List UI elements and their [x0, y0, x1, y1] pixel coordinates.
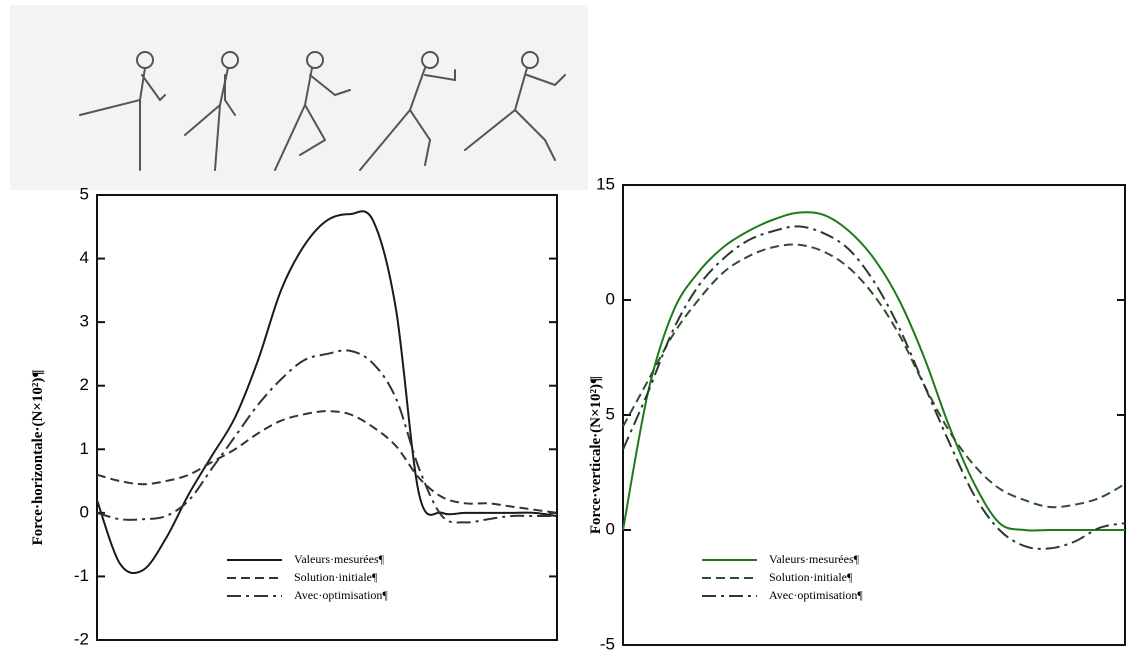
series-line: [96, 410, 558, 514]
y-tick-label: 4: [80, 248, 89, 267]
legend-label: Valeurs·mesurées¶: [769, 552, 860, 566]
y-tick-label: -2: [74, 629, 89, 648]
y-tick-label: 0: [606, 519, 615, 538]
y-tick-label: 0: [80, 502, 89, 521]
y-tick-label: 3: [80, 312, 89, 331]
y-tick-label: 0: [606, 289, 615, 308]
y-axis-label: Force·verticale·(N×10²)¶: [588, 376, 604, 534]
y-tick-label: -5: [600, 634, 615, 653]
series-line: [622, 225, 1126, 550]
series-line: [622, 211, 1125, 532]
series-line: [622, 243, 1126, 509]
legend-label: Avec·optimisation¶: [294, 588, 388, 602]
y-tick-label: 5: [606, 404, 615, 423]
y-tick-label: 5: [80, 184, 89, 203]
chart-panel: -2 -1 0 1 2 3 4 5 Force·horizontale·(N×10²)¶ Vale…: [30, 184, 558, 648]
legend-label: Avec·optimisation¶: [769, 588, 863, 602]
runner-figures: [79, 51, 566, 171]
runner-strip: [10, 5, 588, 190]
legend-label: Valeurs·mesurées¶: [294, 552, 385, 566]
y-tick-label: 1: [80, 439, 89, 458]
y-tick-label: -1: [74, 566, 89, 585]
legend-label: Solution·initiale¶: [769, 570, 853, 584]
y-tick-label: 2: [80, 375, 89, 394]
y-tick-label: 15: [596, 174, 615, 193]
chart-panel: -5 0 5 0 15 Force·verticale·(N×10²)¶ Valeurs·m…: [588, 174, 1126, 653]
y-axis-label: Force·horizontale·(N×10²)¶: [30, 370, 46, 546]
series-line: [96, 349, 557, 524]
series-line: [96, 210, 558, 574]
legend-label: Solution·initiale¶: [294, 570, 378, 584]
